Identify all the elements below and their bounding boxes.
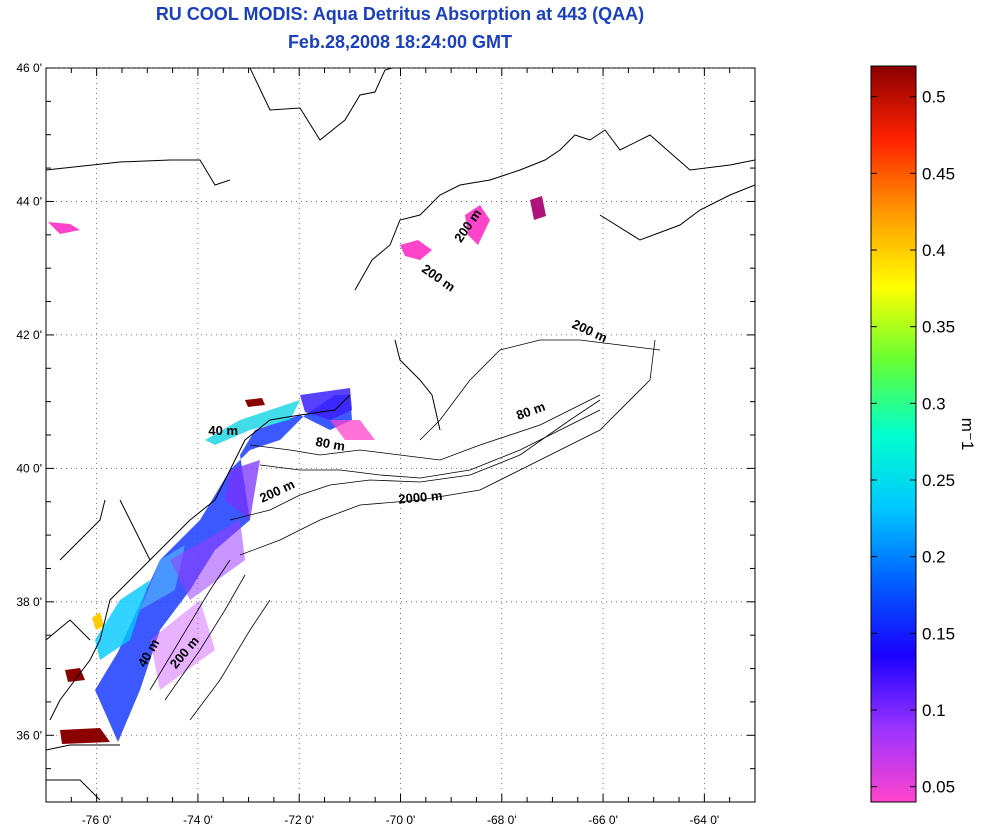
colorbar-unit-label: m⁻1 <box>958 418 977 451</box>
colorbar-tick-label: 0.15 <box>922 624 955 643</box>
lon-tick-label: -76 0' <box>82 813 112 827</box>
colorbar-tick-label: 0.4 <box>922 241 946 260</box>
lon-tick-label: -70 0' <box>386 813 416 827</box>
coastline-layer <box>46 68 755 801</box>
colorbar-tick-label: 0.5 <box>922 88 946 107</box>
colorbar-tick-label: 0.45 <box>922 164 955 183</box>
colorbar-tick-label: 0.1 <box>922 701 946 720</box>
colorbar-ticks: 0.05 0.1 0.15 0.2 0.25 0.3 0.35 0.4 0.45 0.5 <box>871 88 955 797</box>
colorbar <box>870 65 917 803</box>
latitude-axis: 36 0' 38 0' 40 0' 42 0' 44 0' 46 0' <box>16 61 42 742</box>
isobath-contours <box>149 339 661 721</box>
isobath-label: 40 m <box>208 423 238 438</box>
satellite-absorption-field <box>48 196 546 744</box>
lat-tick-label: 36 0' <box>16 728 42 742</box>
lat-tick-label: 44 0' <box>16 194 42 208</box>
longitude-axis: -76 0' -74 0' -72 0' -70 0' -68 0' -66 0' -64 … <box>82 813 719 827</box>
colorbar-tick-label: 0.25 <box>922 471 955 490</box>
colorbar-tick-label: 0.05 <box>922 778 955 797</box>
colorbar-tick-label: 0.35 <box>922 318 955 337</box>
colorbar-tick-label: 0.2 <box>922 548 946 567</box>
lon-tick-label: -66 0' <box>588 813 618 827</box>
lat-tick-label: 40 0' <box>16 461 42 475</box>
lat-tick-label: 38 0' <box>16 595 42 609</box>
map-frame <box>45 67 756 803</box>
lat-tick-label: 42 0' <box>16 328 42 342</box>
isobath-label: 80 m <box>314 434 346 454</box>
map-title: RU COOL MODIS: Aqua Detritus Absorption … <box>155 4 645 24</box>
graticule-grid <box>45 67 756 803</box>
lon-tick-label: -68 0' <box>487 813 517 827</box>
lon-tick-label: -74 0' <box>183 813 213 827</box>
lat-tick-label: 46 0' <box>16 61 42 75</box>
isobath-label: 2000 m <box>398 488 443 507</box>
lon-tick-label: -72 0' <box>284 813 314 827</box>
map-subtitle-timestamp: Feb.28,2008 18:24:00 GMT <box>287 32 513 52</box>
colorbar-tick-label: 0.3 <box>922 394 946 413</box>
lon-tick-label: -64 0' <box>690 813 720 827</box>
